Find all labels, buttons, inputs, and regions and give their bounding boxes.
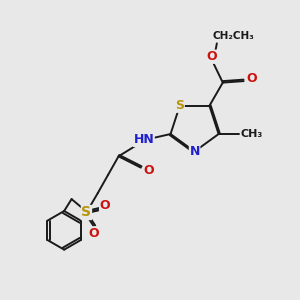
Text: O: O: [206, 50, 217, 63]
Text: HN: HN: [134, 134, 154, 146]
Text: O: O: [247, 72, 257, 85]
Text: CH₃: CH₃: [241, 129, 263, 139]
Text: O: O: [88, 227, 99, 240]
Text: N: N: [189, 145, 200, 158]
Text: O: O: [100, 200, 110, 212]
Text: S: S: [81, 206, 92, 220]
Text: O: O: [144, 164, 154, 177]
Text: CH₂CH₃: CH₂CH₃: [212, 31, 254, 41]
Text: S: S: [175, 99, 184, 112]
